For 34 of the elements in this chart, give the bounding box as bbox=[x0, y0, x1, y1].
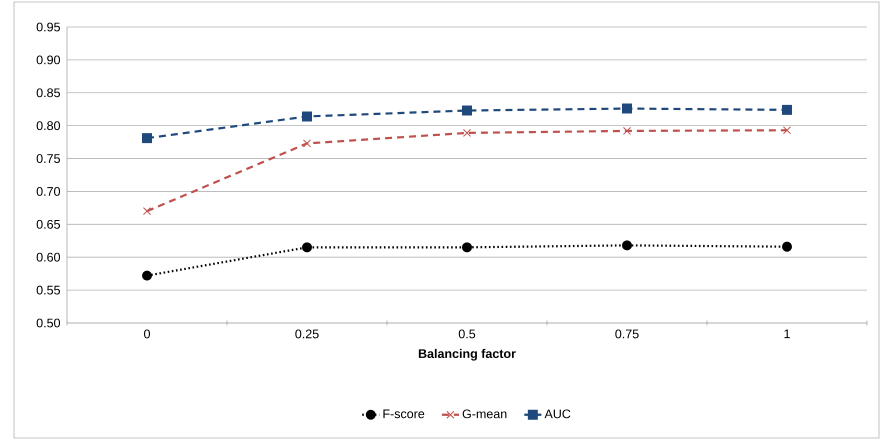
y-tick-label: 0.65 bbox=[36, 220, 60, 229]
point bbox=[142, 133, 152, 144]
y-tick-label: 0.55 bbox=[36, 286, 60, 295]
point bbox=[142, 207, 152, 216]
x-tick-label: 0.5 bbox=[458, 329, 476, 338]
x-tick-label: 0 bbox=[144, 329, 150, 338]
y-tick-label: 0.95 bbox=[36, 22, 60, 32]
point bbox=[782, 242, 792, 252]
x-tick-label: 0.75 bbox=[615, 329, 639, 338]
x-tick-label: 1 bbox=[784, 329, 790, 338]
y-tick-label: 0.70 bbox=[36, 187, 60, 196]
point bbox=[462, 242, 472, 252]
point bbox=[622, 104, 632, 114]
point bbox=[622, 126, 632, 135]
point bbox=[782, 126, 792, 134]
point bbox=[622, 240, 632, 250]
legend-label: AUC bbox=[544, 409, 570, 418]
legend-label: F-score bbox=[383, 410, 424, 418]
point bbox=[462, 106, 472, 116]
point bbox=[302, 242, 312, 252]
point bbox=[142, 270, 152, 281]
point bbox=[462, 128, 472, 137]
y-tick-label: 0.85 bbox=[36, 88, 60, 98]
y-tick-label: 0.80 bbox=[36, 121, 60, 130]
y-tick-label: 0.75 bbox=[36, 154, 60, 163]
legend-label: G-mean bbox=[462, 409, 506, 418]
x-axis-title: Balancing factor bbox=[418, 348, 516, 361]
x-tick-label: 0.25 bbox=[295, 329, 319, 338]
y-tick-label: 0.60 bbox=[36, 252, 60, 262]
y-tick-label: 0.50 bbox=[36, 318, 60, 328]
point bbox=[302, 111, 312, 122]
point bbox=[302, 139, 312, 148]
y-tick-label: 0.90 bbox=[36, 55, 60, 64]
point bbox=[782, 104, 792, 115]
